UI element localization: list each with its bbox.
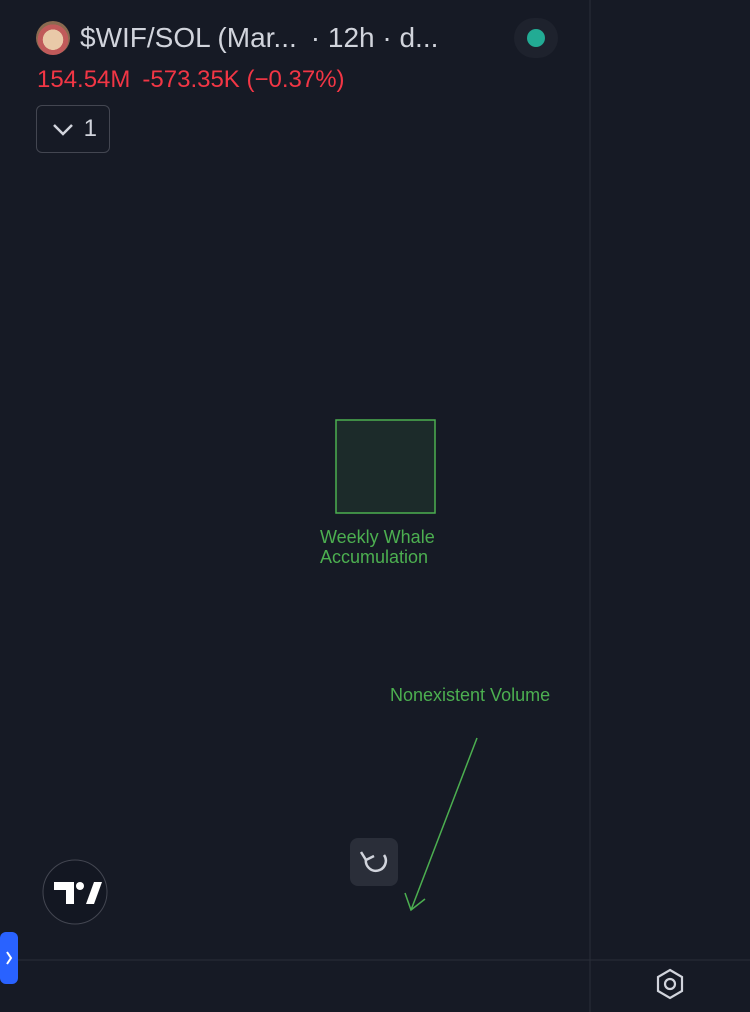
- annotation: Nonexistent Volume: [390, 685, 550, 705]
- accumulation-box: [335, 419, 436, 514]
- tradingview-logo[interactable]: [42, 859, 108, 925]
- indicators-toggle[interactable]: 1: [36, 105, 110, 153]
- last-price: 154.54M: [37, 66, 131, 93]
- settings-icon[interactable]: [656, 968, 684, 1000]
- symbol-legend[interactable]: $WIF/SOL (Mar... · 12h · d...: [36, 18, 438, 58]
- annotation: Weekly Whale: [320, 527, 435, 547]
- status-dot: [527, 29, 545, 47]
- change: -573.35K (−0.37%): [142, 66, 345, 93]
- price-change: 154.54M -573.35K (−0.37%): [37, 66, 357, 94]
- symbol-avatar: [36, 21, 70, 55]
- side-tab[interactable]: [0, 932, 18, 984]
- interval: · 12h · d...: [310, 22, 439, 53]
- arrow: [404, 737, 478, 912]
- chevron: [53, 124, 73, 136]
- symbol: $WIF/SOL (Mar...: [80, 22, 297, 53]
- market-status[interactable]: [514, 18, 558, 58]
- reset-button[interactable]: [350, 838, 398, 886]
- annotation: Accumulation: [320, 547, 428, 567]
- indicator-count: 1: [83, 115, 97, 142]
